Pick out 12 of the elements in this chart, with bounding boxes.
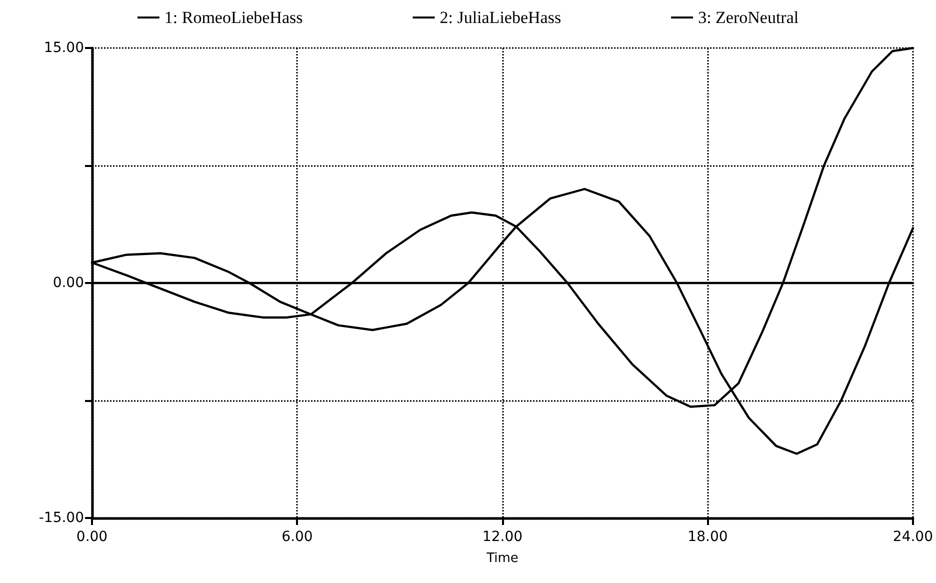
y-tick-label: -15.00 (38, 510, 84, 526)
legend-label: 3: ZeroNeutral (698, 8, 799, 27)
x-tick-label: 24.00 (892, 529, 934, 545)
x-tick-label: 18.00 (688, 529, 728, 545)
x-tick-label: 0.00 (76, 529, 108, 545)
x-axis-title: Time (486, 551, 518, 566)
legend-label: 1: RomeoLiebeHass (164, 8, 303, 27)
x-tick-label: 6.00 (282, 529, 313, 545)
y-tick-label: 0.00 (52, 275, 84, 291)
legend-label: 2: JuliaLiebeHass (440, 8, 562, 27)
x-tick-label: 12.00 (482, 529, 523, 545)
y-tick-label: 15.00 (44, 40, 84, 56)
